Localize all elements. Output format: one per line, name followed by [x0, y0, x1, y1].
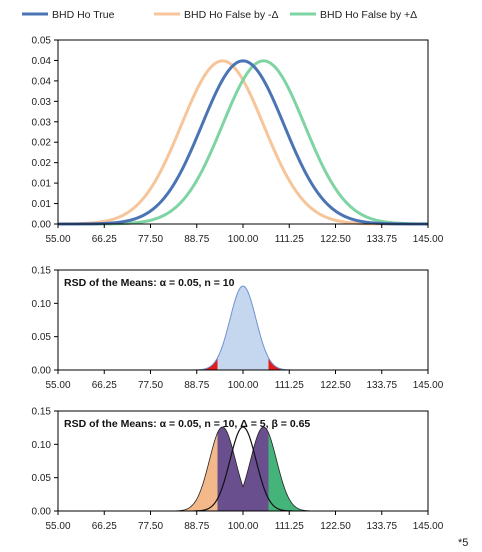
chart-panel-bottom: RSD of the Means: α = 0.05, n = 10, Δ = … — [32, 407, 444, 533]
upper-rejection-region — [268, 357, 428, 370]
y-tick-label: 0.01 — [32, 199, 52, 210]
y-tick-label: 0.10 — [32, 440, 52, 451]
chart-panel-top: 0.00 0.01 0.01 0.02 0.02 0.03 0.03 0.04 0.04 0.05… — [32, 36, 444, 246]
x-tick-label: 133.75 — [366, 521, 397, 532]
middle-chart-marks — [58, 285, 428, 371]
sampling-distribution-area — [58, 286, 428, 370]
series-line-ho-false-plus — [58, 59, 429, 226]
y-tick-label: 0.00 — [32, 220, 52, 231]
x-tick-label: 77.50 — [138, 521, 163, 532]
x-tick-label: 122.50 — [320, 380, 351, 391]
y-tick-label: 0.03 — [32, 97, 52, 108]
y-tick-label: 0.15 — [32, 407, 52, 418]
x-tick-label: 100.00 — [228, 234, 259, 245]
series-line-ho-false-minus — [57, 59, 428, 226]
legend: BHD Ho True BHD Ho False by -Δ BHD Ho Fa… — [22, 9, 417, 21]
y-tick-label: 0.02 — [32, 138, 52, 149]
footnote: *5 — [458, 537, 468, 549]
y-tick-label: 0.04 — [32, 56, 52, 67]
y-tick-label: 0.04 — [32, 76, 52, 87]
x-tick-label: 55.00 — [45, 234, 70, 245]
x-tick-label: 88.75 — [184, 380, 209, 391]
middle-chart-title: RSD of the Means: α = 0.05, n = 10 — [64, 277, 235, 289]
x-tick-label: 111.25 — [275, 380, 305, 391]
x-tick-label: 55.00 — [45, 380, 70, 391]
x-tick-label: 66.25 — [92, 380, 117, 391]
middle-y-axis: 0.00 0.05 0.10 0.15 — [32, 266, 58, 377]
x-tick-label: 100.00 — [228, 521, 259, 532]
x-tick-label: 66.25 — [92, 234, 117, 245]
y-tick-label: 0.10 — [32, 299, 52, 310]
y-tick-label: 0.00 — [32, 507, 52, 518]
y-tick-label: 0.00 — [32, 366, 52, 377]
beta-region-plus — [243, 427, 269, 511]
legend-label-ho-false-minus: BHD Ho False by -Δ — [184, 9, 279, 21]
x-tick-label: 66.25 — [92, 521, 117, 532]
x-tick-label: 122.50 — [320, 521, 351, 532]
top-x-axis: 55.00 66.25 77.50 88.75 100.00 111.25 122.50 13… — [45, 224, 444, 245]
series-line-ho-true — [58, 59, 428, 226]
legend-label-ho-false-plus: BHD Ho False by +Δ — [320, 9, 417, 21]
y-tick-label: 0.05 — [32, 473, 52, 484]
chart-panel-middle: RSD of the Means: α = 0.05, n = 10 0.000… — [32, 266, 444, 392]
y-tick-label: 0.05 — [32, 36, 52, 47]
bottom-y-axis: 0.00 0.05 0.10 0.15 — [32, 407, 58, 518]
bottom-x-axis: 55.00 66.25 77.50 88.75 100.00 111.25 122.50 13… — [45, 511, 444, 532]
x-tick-label: 145.00 — [413, 234, 444, 245]
x-tick-label: 77.50 — [138, 380, 163, 391]
top-y-axis: 0.00 0.01 0.01 0.02 0.02 0.03 0.03 0.04 0.04 0.05 — [32, 36, 58, 231]
x-tick-label: 145.00 — [413, 521, 444, 532]
x-tick-label: 55.00 — [45, 521, 70, 532]
beta-region-minus — [217, 427, 243, 511]
bottom-chart-marks — [58, 426, 428, 512]
bottom-chart-title: RSD of the Means: α = 0.05, n = 10, Δ = … — [64, 418, 310, 430]
y-tick-label: 0.02 — [32, 158, 52, 169]
y-tick-label: 0.05 — [32, 332, 52, 343]
y-tick-label: 0.01 — [32, 179, 52, 190]
y-tick-label: 0.03 — [32, 117, 52, 128]
x-tick-label: 133.75 — [366, 234, 397, 245]
x-tick-label: 100.00 — [228, 380, 259, 391]
legend-label-ho-true: BHD Ho True — [52, 9, 115, 21]
x-tick-label: 111.25 — [275, 521, 305, 532]
x-tick-label: 133.75 — [366, 380, 397, 391]
top-plot-frame — [57, 39, 429, 225]
x-tick-label: 122.50 — [320, 234, 351, 245]
x-tick-label: 88.75 — [184, 234, 209, 245]
null-distribution-outline — [193, 426, 293, 512]
top-chart-marks — [57, 59, 429, 226]
x-tick-label: 77.50 — [138, 234, 163, 245]
middle-x-axis: 55.00 66.25 77.50 88.75 100.00 111.25 122.50 13… — [45, 370, 444, 391]
x-tick-label: 88.75 — [184, 521, 209, 532]
x-tick-label: 145.00 — [413, 380, 444, 391]
x-tick-label: 111.25 — [275, 234, 305, 245]
lower-rejection-region — [58, 357, 218, 370]
y-tick-label: 0.15 — [32, 266, 52, 277]
